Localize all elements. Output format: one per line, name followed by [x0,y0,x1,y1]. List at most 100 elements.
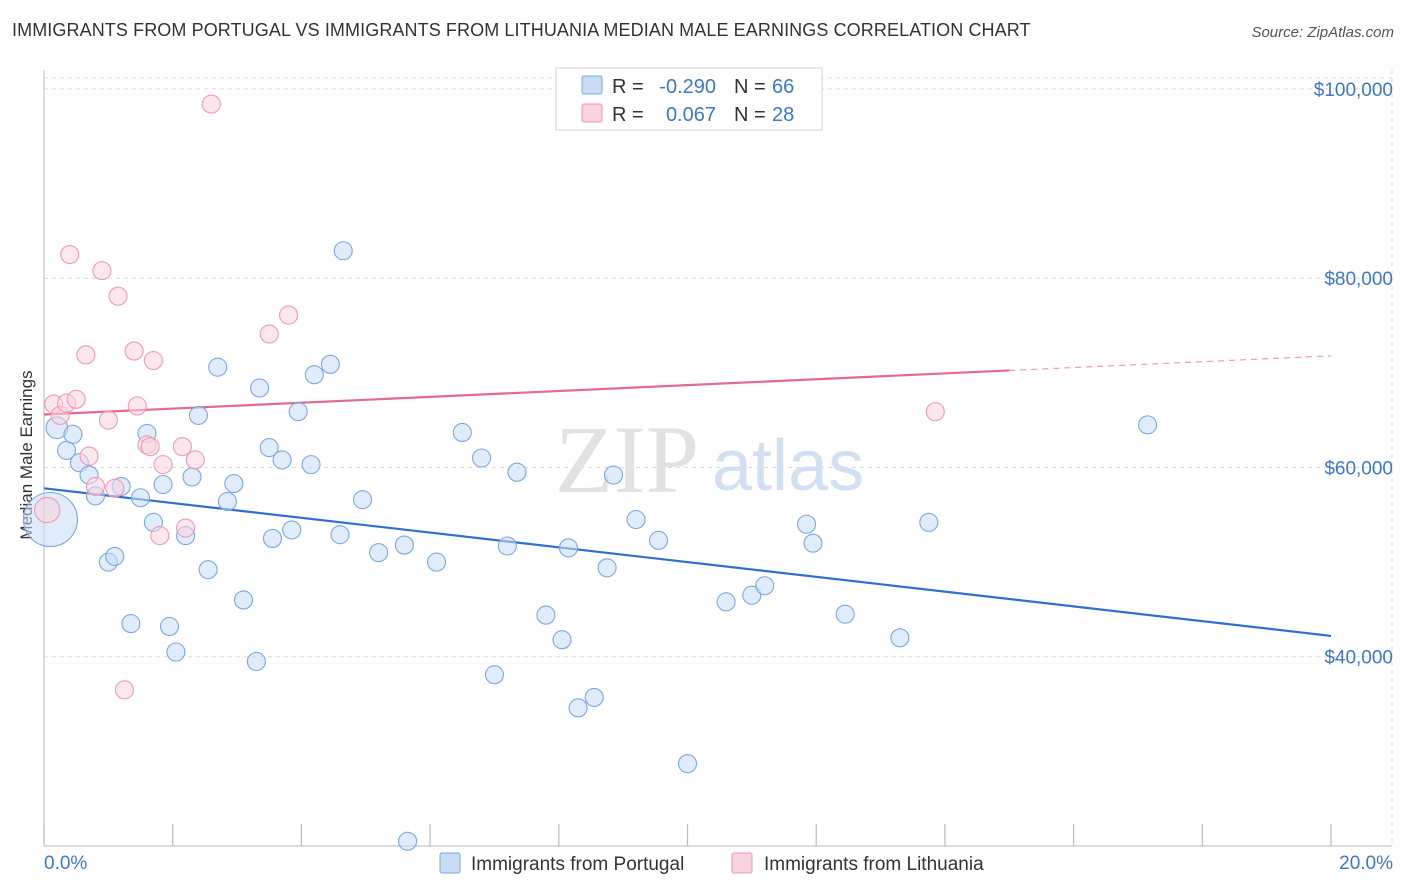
data-point-lithuania [108,286,128,306]
data-point-portugal [919,512,939,532]
data-point-portugal [63,424,83,444]
data-point-portugal [188,405,208,425]
data-point-portugal [677,754,698,774]
data-point-portugal [890,628,910,648]
data-point-lithuania [124,341,144,361]
bottom-legend-label-portugal: Immigrants from Portugal [471,854,684,875]
legend: R = -0.290 N = 66 R = 0.067 N = 28 [555,67,823,131]
data-point-portugal [648,530,669,550]
bottom-legend-swatch-portugal [439,852,461,874]
data-point-portugal [394,535,414,555]
y-tick-labels: $40,000 $60,000 $80,000 $100,000 [1314,80,1393,669]
trend-line-dashed [1009,355,1332,372]
data-point-lithuania [34,496,61,524]
legend-swatch-lithuania [581,103,603,123]
data-points [22,94,1158,851]
data-point-portugal [558,538,579,558]
data-point-lithuania [185,450,205,470]
data-point-portugal [803,533,823,553]
bottom-legend: Immigrants from Portugal Immigrants from… [439,852,984,875]
x-tick-label-min: 0.0% [44,853,87,874]
data-point-lithuania [201,94,221,114]
data-point-portugal [153,474,173,495]
data-point-portugal [742,585,762,605]
data-point-portugal [246,651,266,672]
data-point-portugal [755,576,775,596]
data-point-portugal [398,831,418,851]
data-point-portugal [426,552,447,572]
data-point-portugal [250,378,270,398]
data-point-lithuania [172,437,192,457]
legend-r-value-lithuania: 0.067 [666,104,716,126]
y-tick-label: $40,000 [1324,648,1393,669]
legend-n-value-lithuania: 28 [772,104,794,126]
data-point-portugal [796,514,817,534]
data-point-portugal [472,448,492,468]
data-point-lithuania [143,350,163,371]
data-point-portugal [288,402,308,422]
data-point-portugal [121,614,141,634]
data-point-lithuania [176,518,196,538]
legend-n-label: N = [734,104,766,126]
data-point-portugal [56,440,77,460]
data-point-portugal [330,525,350,545]
trend-line [43,487,1332,638]
data-point-lithuania [60,244,80,265]
data-point-portugal [262,528,282,548]
data-point-lithuania [150,526,170,546]
data-point-lithuania [278,305,299,325]
data-point-portugal [166,642,186,662]
data-point-portugal [217,491,237,512]
y-tick-label: $80,000 [1324,269,1393,290]
data-point-portugal [233,590,254,610]
y-tick-label: $100,000 [1314,80,1393,101]
data-point-lithuania [114,680,134,700]
legend-r-value-portugal: -0.290 [659,76,716,98]
data-point-portugal [369,543,389,563]
data-point-lithuania [259,324,279,344]
data-point-portugal [352,490,373,510]
data-point-portugal [603,465,624,485]
data-point-lithuania [140,437,160,457]
data-point-portugal [130,488,151,508]
legend-n-label: N = [734,76,766,98]
data-point-portugal [584,687,604,707]
data-point-lithuania [79,446,99,466]
data-point-portugal [484,665,505,685]
legend-n-value-portugal: 66 [772,76,794,98]
data-point-lithuania [66,389,86,409]
data-point-portugal [304,365,324,385]
data-point-portugal [198,560,218,580]
data-point-portugal [182,467,202,487]
data-point-portugal [159,616,180,636]
gridlines [44,70,1393,846]
data-point-portugal [716,592,736,612]
data-point-portugal [507,462,527,482]
bottom-legend-label-lithuania: Immigrants from Lithuania [764,854,984,875]
data-point-lithuania [85,476,106,496]
source-label: Source: ZipAtlas.com [1251,24,1394,41]
data-point-portugal [452,422,472,442]
trend-lines [43,355,1332,638]
data-point-portugal [301,455,321,475]
data-point-portugal [272,450,292,470]
data-point-portugal [536,605,556,625]
trend-line-solid [43,369,1010,416]
legend-r-label: R = [612,76,644,98]
data-point-portugal [320,354,340,374]
data-point-portugal [626,509,646,530]
data-point-portugal [259,438,279,458]
data-point-portugal [497,536,517,556]
data-point-lithuania [92,261,112,281]
data-point-portugal [1138,415,1158,435]
legend-r-label: R = [612,104,644,126]
data-point-lithuania [925,402,945,422]
bottom-legend-swatch-lithuania [731,852,753,874]
chart-title: IMMIGRANTS FROM PORTUGAL VS IMMIGRANTS F… [12,20,1031,40]
legend-swatch-portugal [581,75,603,95]
axes [43,70,1392,847]
data-point-lithuania [105,478,125,498]
watermark-atlas: atlas [712,426,864,506]
data-point-portugal [568,698,588,718]
